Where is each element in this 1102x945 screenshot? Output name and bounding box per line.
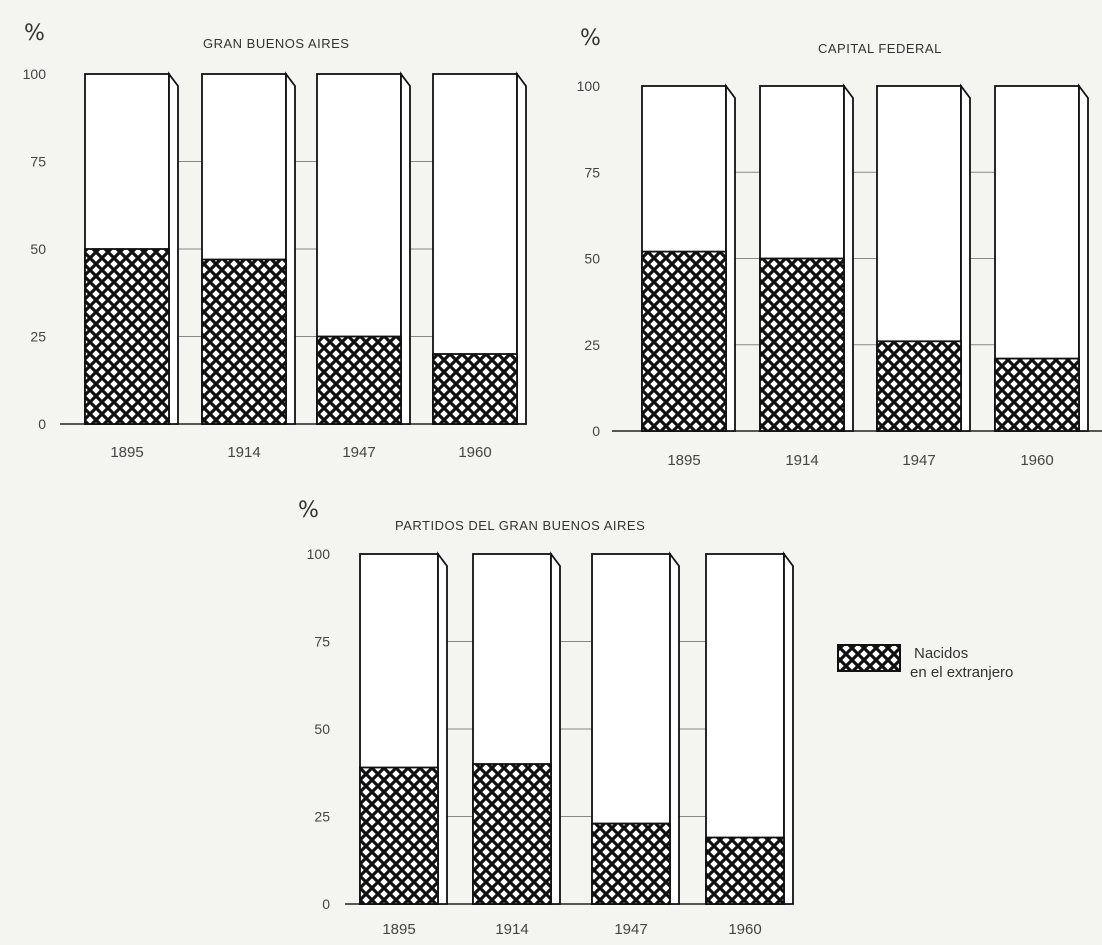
x-category-label: 1895 [382,921,415,938]
bar-1960 [994,83,1089,432]
y-tick-label: 50 [314,721,330,737]
x-category-label: 1960 [1020,452,1053,469]
bar-1895 [84,71,179,425]
bar-side-face [669,551,680,905]
bar-side-face [960,83,971,432]
bar-side-face [168,71,179,425]
bar-side-face [400,71,411,425]
bar-1960 [705,551,794,905]
bar-side-face [843,83,854,432]
y-unit-label: % [298,498,319,523]
bar-side-face [516,71,527,425]
y-tick-label: 100 [307,546,331,562]
y-tick-label: 50 [584,251,600,267]
bar-side-face [783,551,794,905]
bar-value-segment [994,357,1080,432]
legend: Nacidos en el extranjero [837,644,1013,681]
bar-value-segment [591,822,671,905]
bar-value-segment [316,335,402,425]
y-tick-label: 75 [584,164,600,180]
bar-side-face [1078,83,1089,432]
bar-value-segment [84,248,170,425]
legend-swatch [837,644,901,672]
y-tick-label: 75 [314,634,330,650]
bar-value-segment [359,766,439,905]
chart-title: PARTIDOS DEL GRAN BUENOS AIRES [395,518,645,533]
y-tick-label: 100 [577,78,601,94]
bar-value-segment [759,257,845,432]
x-category-label: 1947 [342,444,375,461]
chart-panel-partidos-del-gran-buenos-aires: % PARTIDOS DEL GRAN BUENOS AIRES 0 25 50 75 10… [298,498,794,938]
y-unit-label: % [24,21,45,46]
bar-value-segment [201,258,287,425]
chart-title: GRAN BUENOS AIRES [203,36,349,51]
y-tick-label: 25 [314,809,330,825]
bar-value-segment [472,763,552,905]
y-tick-label: 50 [30,241,46,257]
chart-panel-capital-federal: % CAPITAL FEDERAL 0 25 50 75 100 1895 1914 1947 19… [577,26,1102,469]
x-category-label: 1947 [614,921,647,938]
bar-value-segment [705,836,785,905]
legend-label-line2: en el extranjero [910,664,1013,681]
bar-1947 [591,551,680,905]
bar-value-segment [641,250,727,432]
x-category-label: 1960 [728,921,761,938]
chart-panel-gran-buenos-aires: % GRAN BUENOS AIRES 0 25 50 75 100 1895 1914 1947… [23,21,527,461]
bar-side-face [725,83,736,432]
bar-1947 [876,83,971,432]
bar-side-face [550,551,561,905]
chart-title: CAPITAL FEDERAL [818,41,942,56]
y-tick-label: 75 [30,154,46,170]
bar-value-segment [432,353,518,425]
y-tick-label: 0 [592,423,600,439]
bar-1960 [432,71,527,425]
bar-1895 [641,83,736,432]
y-tick-label: 25 [584,337,600,353]
y-tick-label: 100 [23,66,47,82]
x-category-label: 1914 [785,452,818,469]
x-category-label: 1914 [495,921,528,938]
bar-1914 [201,71,296,425]
x-category-label: 1895 [667,452,700,469]
legend-label-line1: Nacidos [914,645,968,662]
bar-1914 [759,83,854,432]
chart-panels: % GRAN BUENOS AIRES 0 25 50 75 100 1895 1914 1947… [23,21,1102,938]
y-tick-label: 25 [30,329,46,345]
y-tick-label: 0 [322,896,330,912]
bar-1914 [472,551,561,905]
x-category-label: 1960 [458,444,491,461]
bar-1895 [359,551,448,905]
bar-side-face [285,71,296,425]
y-tick-label: 0 [38,416,46,432]
bar-side-face [437,551,448,905]
x-category-label: 1895 [110,444,143,461]
bar-1947 [316,71,411,425]
x-category-label: 1947 [902,452,935,469]
x-category-label: 1914 [227,444,260,461]
y-unit-label: % [580,26,601,51]
bar-value-segment [876,340,962,432]
